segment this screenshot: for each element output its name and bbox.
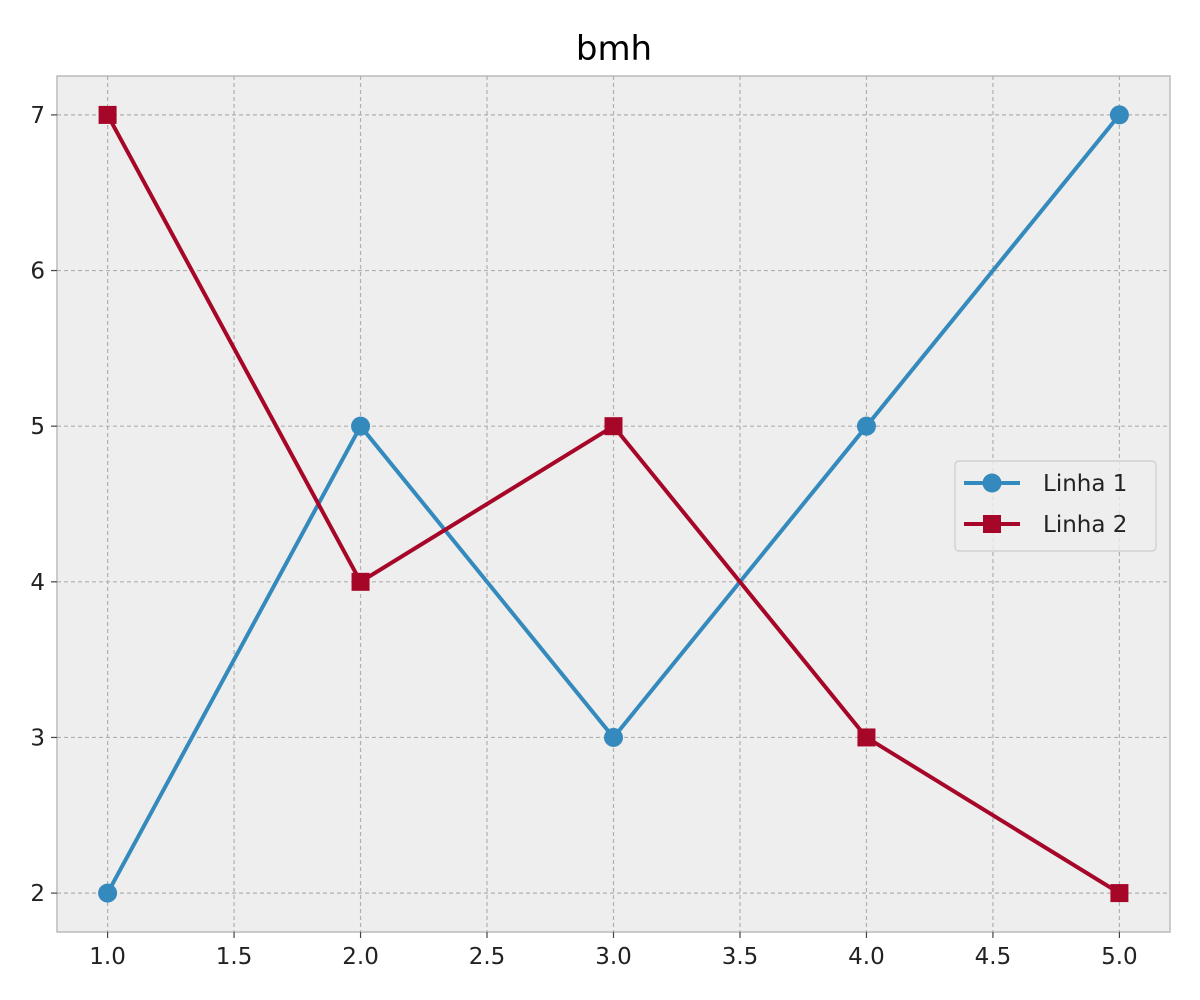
data-point (98, 883, 118, 903)
chart-title: bmh (576, 29, 652, 69)
data-point (98, 105, 117, 124)
data-point (1110, 884, 1129, 903)
x-tick-label: 4.0 (848, 944, 885, 970)
x-tick-label: 2.5 (469, 944, 506, 970)
axis-ticks: 1.0 1.5 2.0 2.5 3.0 3.5 4.0 4.5 5.0 2 3 4 5 6 7 (30, 103, 1137, 970)
y-tick-label: 5 (30, 414, 45, 440)
x-tick-label: 2.0 (342, 944, 379, 970)
legend-marker (983, 515, 1001, 533)
legend-marker (982, 473, 1002, 493)
legend-item[interactable]: Linha 2 (964, 512, 1127, 538)
x-tick-label: 1.5 (216, 944, 253, 970)
data-point (856, 416, 876, 436)
y-tick-label: 6 (30, 259, 45, 285)
data-point (857, 728, 876, 747)
x-tick-label: 3.0 (595, 944, 632, 970)
data-point (1109, 105, 1129, 125)
x-tick-label: 1.0 (89, 944, 126, 970)
legend[interactable]: Linha 1 Linha 2 (954, 460, 1157, 552)
data-point (604, 417, 623, 436)
x-tick-label: 4.5 (975, 944, 1012, 970)
legend-label: Linha 2 (1043, 512, 1127, 538)
legend-label: Linha 1 (1043, 471, 1127, 497)
y-tick-label: 4 (30, 570, 45, 596)
data-point (351, 572, 370, 591)
data-point (351, 416, 371, 436)
series-layer (98, 105, 1129, 903)
series-2 (98, 105, 1129, 903)
x-tick-label: 5.0 (1101, 944, 1138, 970)
y-tick-label: 2 (30, 881, 45, 907)
data-point (604, 727, 623, 747)
y-tick-label: 3 (30, 725, 45, 751)
y-tick-label: 7 (30, 103, 45, 129)
x-tick-label: 3.5 (722, 944, 759, 970)
legend-item[interactable]: Linha 1 (964, 471, 1127, 497)
series-1 (98, 105, 1129, 903)
